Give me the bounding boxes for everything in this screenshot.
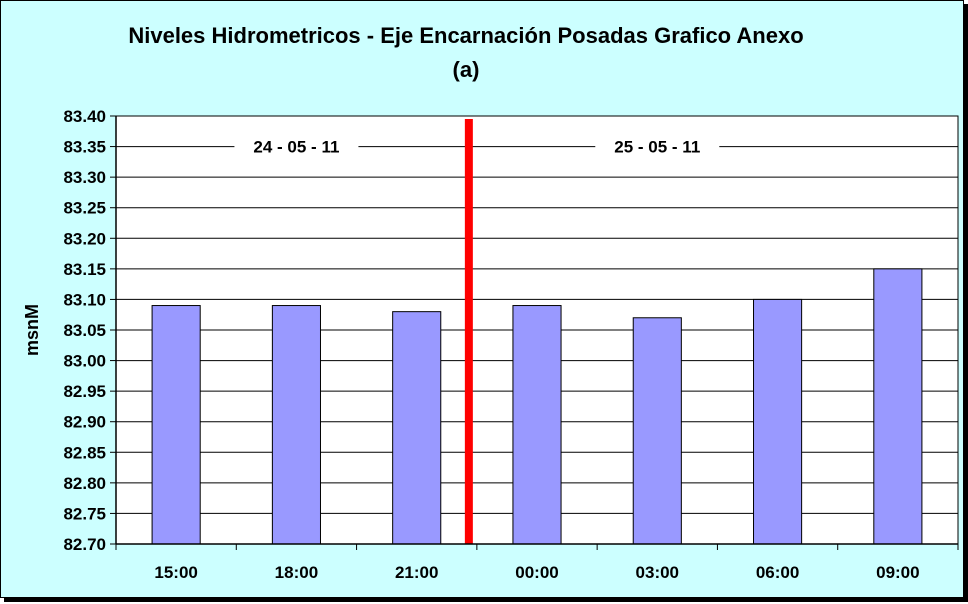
y-tick-label: 82.85 bbox=[63, 443, 106, 462]
bar-09:00 bbox=[873, 268, 923, 545]
x-tick-labels: 15:00 18:00 21:00 00:00 03:00 06:00 09:00 bbox=[115, 544, 959, 582]
bars bbox=[151, 268, 923, 545]
annotation-bg bbox=[234, 134, 359, 159]
x-tick-label: 21:00 bbox=[395, 563, 438, 582]
y-tick-label: 82.75 bbox=[63, 504, 106, 523]
y-tick-label: 82.70 bbox=[63, 535, 106, 554]
y-tick-label: 82.95 bbox=[63, 382, 106, 401]
x-tick-label: 03:00 bbox=[636, 563, 679, 582]
y-tick-label: 83.20 bbox=[63, 229, 106, 248]
bar-15:00 bbox=[151, 305, 201, 545]
bar-21:00 bbox=[392, 311, 442, 545]
y-tick-labels: 82.70 82.75 82.80 82.85 82.90 82.95 83.00 83.05… bbox=[63, 107, 116, 554]
y-tick-label: 83.25 bbox=[63, 199, 106, 218]
x-tick-label: 09:00 bbox=[876, 563, 919, 582]
chart-subtitle: (a) bbox=[452, 57, 480, 82]
chart-title: Niveles Hidrometricos - Eje Encarnación … bbox=[128, 23, 804, 48]
y-axis-label: msnM bbox=[22, 304, 42, 356]
x-tick-label: 18:00 bbox=[275, 563, 318, 582]
date-annotation: 25 - 05 - 11 bbox=[614, 138, 700, 157]
y-tick-label: 82.80 bbox=[63, 474, 106, 493]
y-tick-label: 83.10 bbox=[63, 290, 106, 309]
x-tick-label: 00:00 bbox=[515, 563, 558, 582]
y-tick-label: 83.35 bbox=[63, 138, 106, 157]
y-tick-label: 83.30 bbox=[63, 168, 106, 187]
bar-03:00 bbox=[632, 317, 682, 545]
date-annotations: 24 - 05 - 11 25 - 05 - 11 bbox=[234, 134, 720, 159]
y-tick-label: 83.00 bbox=[63, 352, 106, 371]
bar-00:00 bbox=[512, 305, 562, 545]
bar-18:00 bbox=[271, 305, 321, 545]
x-tick-label: 06:00 bbox=[756, 563, 799, 582]
date-annotation: 24 - 05 - 11 bbox=[253, 138, 339, 157]
y-tick-label: 83.15 bbox=[63, 260, 106, 279]
y-tick-label: 83.40 bbox=[63, 107, 106, 126]
x-tick-label: 15:00 bbox=[154, 563, 197, 582]
y-tick-label: 83.05 bbox=[63, 321, 106, 340]
annotation-bg bbox=[595, 134, 720, 159]
bar-06:00 bbox=[753, 298, 803, 545]
y-tick-label: 82.90 bbox=[63, 413, 106, 432]
